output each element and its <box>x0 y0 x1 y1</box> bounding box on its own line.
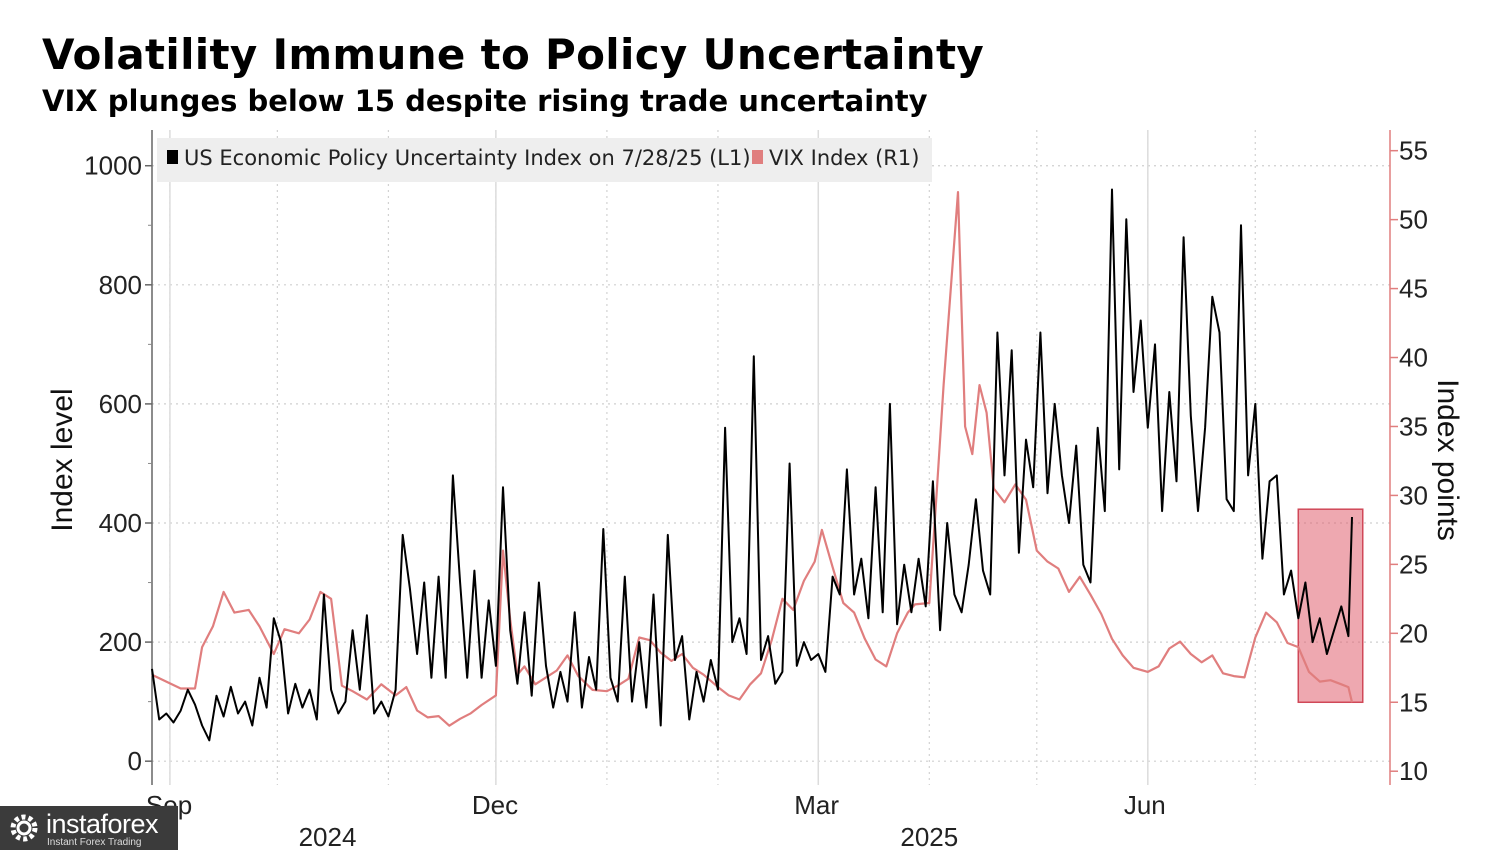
y-left-tick-label: 200 <box>99 627 142 657</box>
y-right-tick-label: 40 <box>1399 343 1428 373</box>
y-left-tick-label: 1000 <box>84 151 142 181</box>
x-tick-label: Dec <box>472 790 518 820</box>
y-right-tick-label: 55 <box>1399 136 1428 166</box>
y-right-tick-label: 50 <box>1399 205 1428 235</box>
y-left-tick-label: 0 <box>128 746 142 776</box>
series-layer <box>151 188 1354 742</box>
chart-title: Volatility Immune to Policy Uncertainty <box>42 30 985 79</box>
chart-subtitle: VIX plunges below 15 despite rising trad… <box>42 84 928 118</box>
y-left-tick-label: 400 <box>99 508 142 538</box>
x-tick-label: Mar <box>794 790 839 820</box>
series-line-vix <box>151 191 1354 727</box>
axes: 0200400600800100010152025303540455055Sep… <box>84 130 1428 850</box>
y-right-tick-label: 25 <box>1399 549 1428 579</box>
x-tick-label: Jun <box>1124 790 1166 820</box>
legend-swatch-epu <box>167 150 178 164</box>
watermark-name: instaforex <box>46 809 159 839</box>
gridlines <box>152 130 1390 785</box>
y-left-tick-label: 800 <box>99 270 142 300</box>
y-right-tick-label: 20 <box>1399 618 1428 648</box>
y-left-axis-title: Index level <box>46 388 79 531</box>
legend-label-epu: US Economic Policy Uncertainty Index on … <box>184 146 751 170</box>
y-left-tick-label: 600 <box>99 389 142 419</box>
x-year-label: 2025 <box>900 822 958 850</box>
y-right-tick-label: 15 <box>1399 687 1428 717</box>
x-year-label: 2024 <box>299 822 357 850</box>
y-right-tick-label: 10 <box>1399 756 1428 786</box>
legend: US Economic Policy Uncertainty Index on … <box>157 138 932 182</box>
y-right-axis-title: Index points <box>1431 379 1464 541</box>
legend-label-vix: VIX Index (R1) <box>769 146 919 170</box>
legend-swatch-vix <box>752 150 763 164</box>
watermark-tagline: Instant Forex Trading <box>47 837 142 848</box>
gear-logo-icon <box>10 814 38 842</box>
legend-background <box>157 138 932 182</box>
series-line-epu <box>151 188 1353 742</box>
y-right-tick-label: 35 <box>1399 411 1428 441</box>
y-right-tick-label: 45 <box>1399 274 1428 304</box>
y-right-tick-label: 30 <box>1399 480 1428 510</box>
watermark: instaforex Instant Forex Trading <box>0 806 178 850</box>
